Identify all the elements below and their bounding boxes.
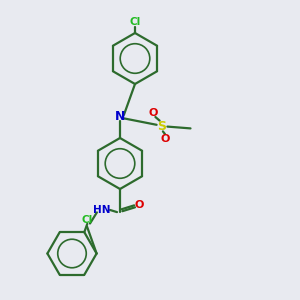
Text: O: O [135,200,144,211]
Text: N: N [115,110,125,124]
Text: HN: HN [93,205,111,215]
Text: S: S [158,119,166,133]
Text: Cl: Cl [129,16,141,27]
Text: O: O [148,108,158,118]
Text: O: O [160,134,170,145]
Text: Cl: Cl [82,215,93,225]
